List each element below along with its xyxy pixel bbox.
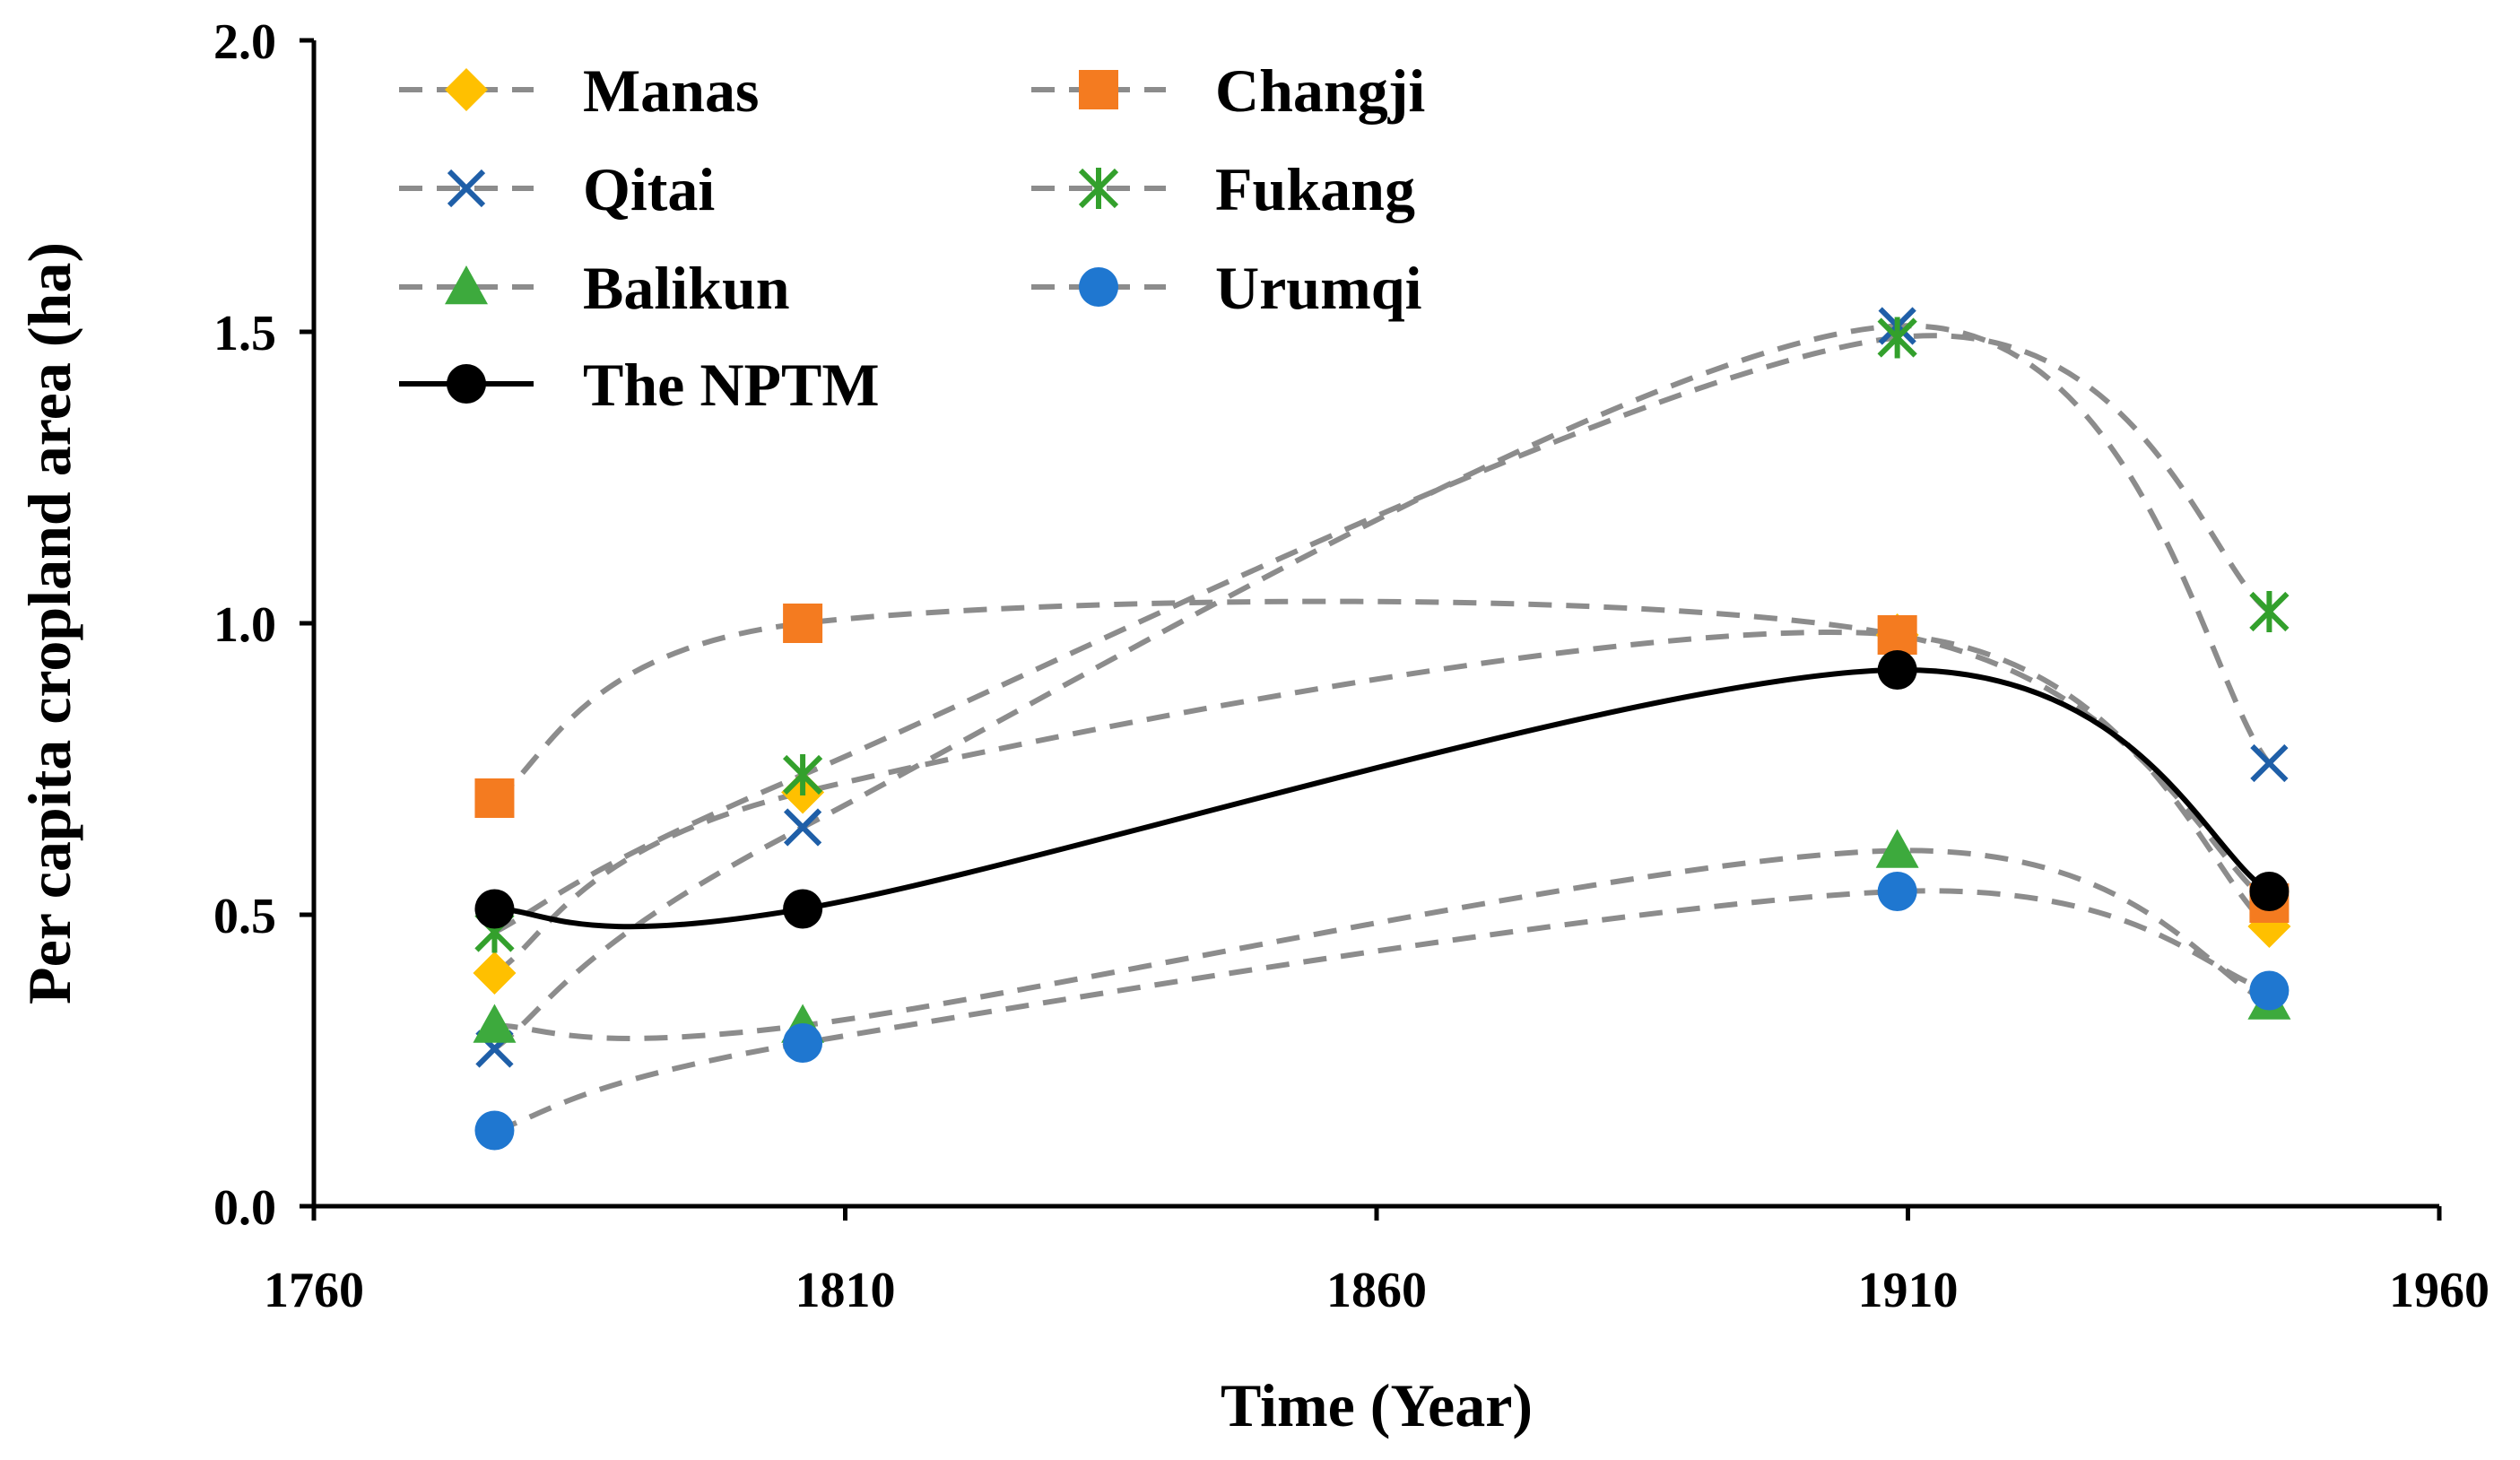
legend-label-changji: Changji [1215,56,1425,125]
point-changji-0 [474,778,515,818]
y-tick-label-0.5: 0.5 [213,889,276,944]
markers [473,307,2291,1151]
point-qitai-3 [2250,743,2289,783]
x-tick-label-1810: 1810 [795,1263,896,1318]
point-urumqi-0 [474,1110,515,1151]
point-the-nptm-2 [1877,650,1917,690]
point-urumqi-3 [2249,970,2290,1011]
legend-label-fukang: Fukang [1215,155,1415,223]
x-tick-label-1910: 1910 [1858,1263,1959,1318]
legend-marker-the-nptm [447,364,486,404]
point-changji-1 [783,604,823,643]
point-manas-0 [473,952,517,995]
series-line-qitai [492,323,2272,1051]
point-urumqi-1 [783,1023,823,1063]
legend-label-urumqi: Urumqi [1215,254,1421,322]
point-fukang-2 [1877,317,1917,359]
x-tick-label-1860: 1860 [1326,1263,1427,1318]
series-line-balikun [494,847,2271,1041]
series-line-changji [493,598,2272,906]
point-changji-2 [1877,615,1917,655]
y-axis-title: Per capita cropland area (ha) [15,242,83,1004]
point-the-nptm-1 [783,889,823,929]
legend-marker-qitai [447,169,486,208]
ticks: 0.0 0.5 1.0 1.5 2.0 1760 1810 1860 1910 1960 [213,14,2490,1318]
legend-label-manas: Manas [583,56,759,125]
x-tick-label-1960: 1960 [2389,1263,2490,1318]
series-line-urumqi [493,888,2271,1134]
point-qitai-1 [783,808,822,847]
legend-marker-changji [1079,70,1118,109]
legend-marker-manas [445,68,488,111]
x-axis-title: Time (Year) [1221,1371,1533,1439]
point-balikun-0 [473,1004,517,1043]
point-the-nptm-0 [474,889,515,929]
series-line-the-nptm [494,666,2271,930]
legend-marker-urumqi [1079,267,1118,307]
point-fukang-3 [2249,591,2290,632]
y-tick-label-2.0: 2.0 [213,14,276,70]
legend: Manas Changji Qitai Fukang Balikun Urumqi The … [399,56,1425,419]
point-urumqi-2 [1877,872,1917,911]
x-tick-label-1760: 1760 [264,1263,364,1318]
y-tick-label-1.0: 1.0 [213,597,276,653]
series-line-fukang [493,333,2272,935]
legend-label-the-nptm: The NPTM [583,351,880,419]
legend-label-balikun: Balikun [583,254,790,322]
point-the-nptm-3 [2249,872,2290,911]
point-fukang-1 [782,754,823,795]
legend-marker-balikun [445,265,488,305]
y-tick-label-1.5: 1.5 [213,306,276,361]
legend-marker-fukang [1078,168,1119,209]
legend-label-qitai: Qitai [583,155,715,223]
point-balikun-2 [1875,829,1919,868]
y-tick-label-0.0: 0.0 [213,1180,276,1236]
plot-lines [492,323,2272,1134]
